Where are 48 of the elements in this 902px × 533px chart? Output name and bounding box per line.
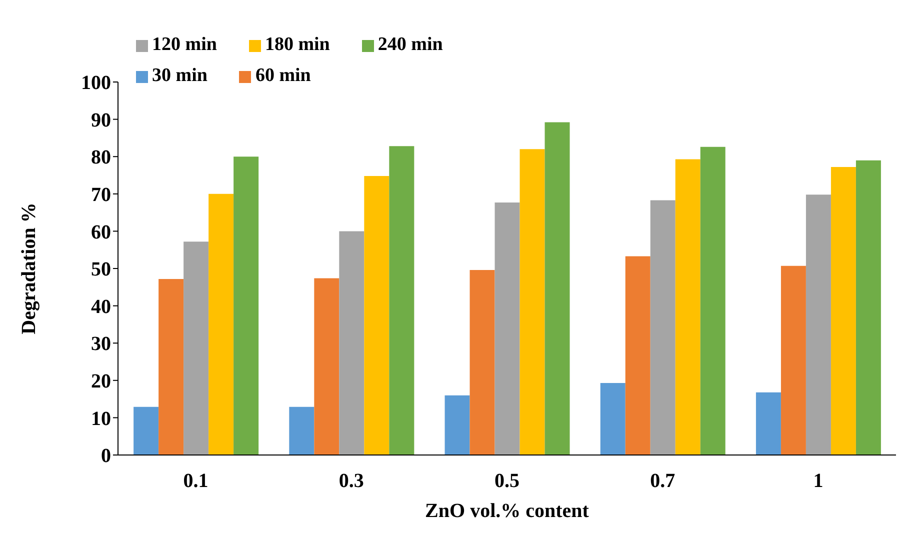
bar — [134, 406, 159, 455]
bar — [208, 194, 234, 455]
x-axis-title: ZnO vol.% content — [425, 500, 590, 522]
bar — [339, 231, 364, 455]
bar — [700, 146, 726, 455]
bar — [158, 278, 184, 455]
bar — [625, 256, 650, 455]
bar — [470, 270, 495, 455]
bar — [780, 266, 806, 455]
y-tick-label: 40 — [91, 296, 111, 318]
x-tick-label: 1 — [813, 470, 824, 492]
bar — [830, 167, 856, 455]
bar — [544, 122, 570, 455]
y-tick-label: 60 — [91, 221, 111, 244]
bar — [234, 156, 259, 455]
y-tick-label: 30 — [91, 333, 111, 356]
bar — [389, 146, 414, 455]
bar — [314, 278, 340, 455]
bar — [494, 202, 520, 455]
bar — [600, 383, 626, 455]
bar — [756, 392, 781, 455]
legend-label: 240 min — [378, 34, 443, 55]
bar — [184, 242, 209, 455]
bar — [520, 149, 545, 455]
y-tick-label: 0 — [101, 445, 111, 468]
y-tick-label: 100 — [81, 72, 111, 94]
y-tick-label: 10 — [91, 408, 111, 430]
bar — [806, 194, 831, 455]
bar — [364, 176, 390, 455]
bar — [675, 159, 700, 455]
bar — [289, 406, 314, 455]
y-tick-label: 90 — [91, 109, 111, 132]
x-tick-label: 0.5 — [494, 470, 520, 492]
y-tick-label: 80 — [91, 146, 111, 169]
legend-label: 120 min — [152, 34, 217, 55]
bar — [650, 200, 676, 455]
x-tick-label: 0.7 — [650, 470, 676, 492]
x-tick-label: 0.1 — [183, 470, 208, 492]
legend-label: 180 min — [264, 34, 330, 55]
x-tick-label: 0.3 — [338, 470, 364, 492]
legend-label: 60 min — [255, 65, 311, 86]
bar — [856, 160, 881, 455]
bar — [444, 395, 470, 455]
y-tick-label: 70 — [91, 184, 111, 206]
y-axis-title: Degradation % — [18, 202, 40, 334]
y-tick-label: 50 — [91, 258, 111, 281]
legend-label: 30 min — [152, 65, 208, 86]
y-tick-label: 20 — [91, 370, 111, 392]
